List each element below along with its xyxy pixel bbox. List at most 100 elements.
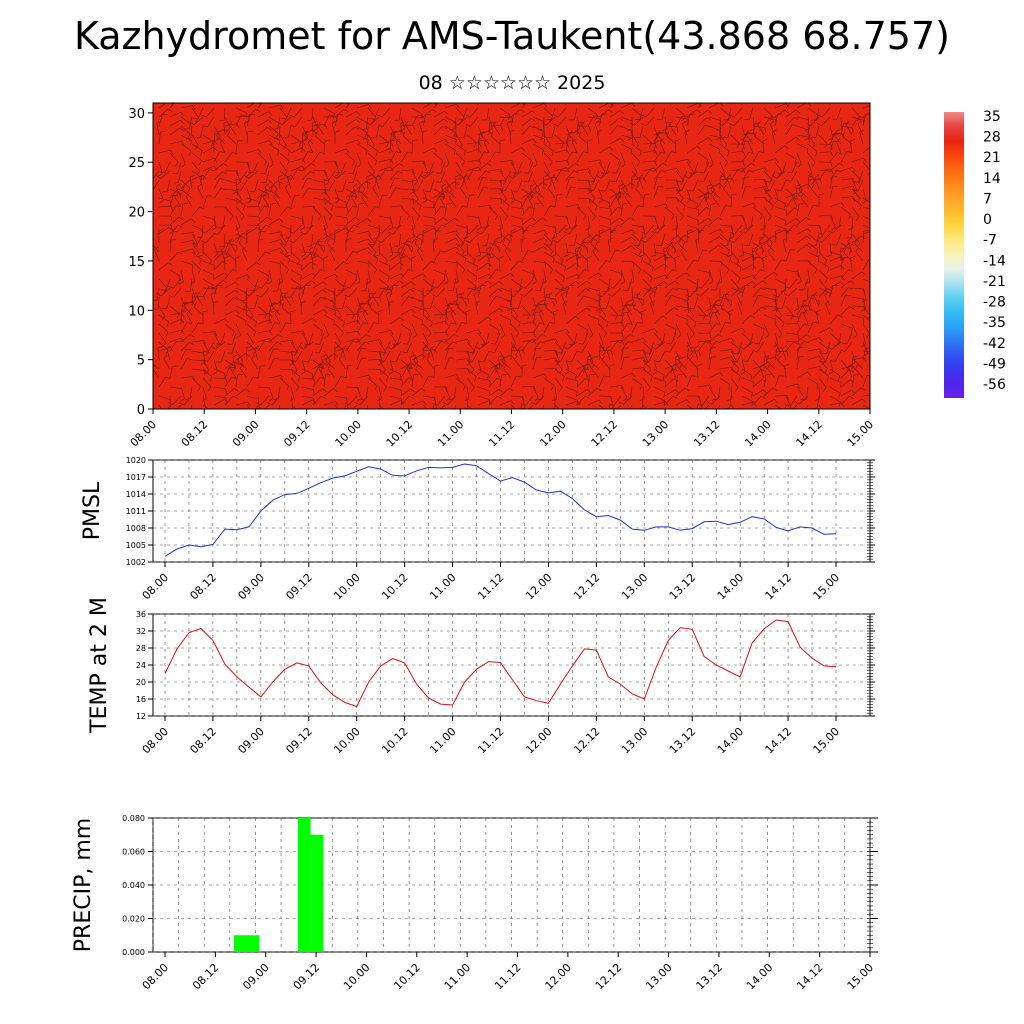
y-tick-label: 12	[136, 712, 146, 721]
y-tick-label: 1020	[126, 456, 146, 465]
temp-line	[164, 619, 837, 708]
colorbar-label: 35	[983, 109, 1001, 125]
precip-bar	[233, 935, 260, 952]
x-tick-label: 08.00	[128, 418, 159, 449]
y-tick-label: 1017	[126, 473, 146, 482]
x-tick-label: 08.12	[179, 418, 210, 449]
colorbar-label: -35	[983, 315, 1006, 331]
x-tick-label: 12.12	[593, 961, 624, 992]
y-tick-label: 15	[128, 255, 145, 270]
colorbar-label: 28	[983, 130, 1001, 146]
temp-ylabel: TEMP at 2 M	[87, 597, 112, 734]
x-tick-label: 12.12	[589, 418, 620, 449]
x-tick-label: 08.00	[140, 571, 171, 602]
colorbar-label: -7	[983, 233, 997, 249]
x-tick-label: 14.00	[715, 725, 746, 756]
x-tick-label: 13.00	[640, 418, 671, 449]
x-tick-label: 08.00	[140, 961, 171, 992]
x-tick-label: 09.12	[283, 725, 314, 756]
x-tick-label: 09.12	[281, 418, 312, 449]
y-tick-label: 32	[136, 627, 146, 636]
colorbar-label: -28	[983, 295, 1006, 311]
colorbar-label: 0	[983, 212, 992, 228]
y-tick-label: 0.000	[122, 948, 145, 957]
precip-grid	[152, 817, 871, 953]
x-tick-label: 12.12	[571, 725, 602, 756]
x-tick-label: 14.12	[794, 961, 825, 992]
precip-bar	[310, 834, 324, 952]
y-tick-label: 1011	[126, 507, 146, 516]
x-tick-label: 15.00	[811, 725, 842, 756]
y-tick-label: 16	[136, 695, 146, 704]
y-tick-label: 5	[137, 354, 145, 369]
x-tick-label: 13.12	[694, 961, 725, 992]
x-tick-label: 12.00	[523, 725, 554, 756]
y-tick-label: 25	[128, 156, 145, 171]
x-tick-label: 10.00	[333, 418, 364, 449]
x-tick-label: 09.12	[291, 961, 322, 992]
x-tick-label: 12.12	[571, 571, 602, 602]
colorbar-label: -49	[983, 356, 1006, 372]
x-tick-label: 15.00	[845, 418, 876, 449]
x-tick-label: 10.12	[379, 725, 410, 756]
x-tick-label: 10.00	[331, 725, 362, 756]
x-tick-label: 14.12	[763, 725, 794, 756]
x-tick-label: 08.12	[188, 571, 219, 602]
colorbar-label: -56	[983, 377, 1006, 393]
x-tick-label: 10.12	[384, 418, 415, 449]
x-tick-label: 11.00	[442, 961, 473, 992]
x-tick-label: 10.00	[341, 961, 372, 992]
colorbar-label: 21	[983, 150, 1001, 166]
y-tick-label: 30	[128, 107, 145, 122]
colorbar-label: 7	[983, 191, 992, 207]
y-tick-label: 1002	[126, 558, 146, 567]
precip-ylabel: PRECIP, mm	[71, 818, 96, 952]
x-tick-label: 09.00	[236, 571, 267, 602]
y-tick-label: 0.080	[122, 814, 145, 823]
wind-barbs	[153, 103, 870, 409]
colorbar-label: -14	[983, 253, 1006, 269]
x-tick-label: 13.12	[691, 418, 722, 449]
x-tick-label: 14.12	[763, 571, 794, 602]
x-tick-label: 09.00	[230, 418, 261, 449]
y-tick-label: 0.020	[122, 915, 145, 924]
x-tick-label: 11.12	[486, 418, 517, 449]
x-tick-label: 11.12	[475, 725, 506, 756]
y-tick-label: 1008	[126, 524, 146, 533]
x-tick-label: 10.00	[331, 571, 362, 602]
y-tick-label: 1005	[126, 541, 146, 550]
pmsl-ylabel: PMSL	[80, 481, 105, 540]
x-tick-label: 14.12	[793, 418, 824, 449]
x-tick-label: 13.00	[619, 571, 650, 602]
y-tick-label: 24	[136, 661, 146, 670]
y-tick-label: 0.040	[122, 881, 145, 890]
x-tick-label: 13.12	[667, 725, 698, 756]
y-tick-label: 1014	[126, 490, 146, 499]
y-tick-label: 36	[136, 610, 146, 619]
colorbar-label: -42	[983, 336, 1006, 352]
x-tick-label: 14.00	[744, 961, 775, 992]
x-tick-label: 11.00	[427, 571, 458, 602]
cross-section-field	[153, 103, 870, 409]
x-tick-label: 09.00	[236, 725, 267, 756]
colorbar-label: 14	[983, 171, 1001, 187]
x-tick-label: 08.00	[140, 725, 171, 756]
y-tick-label: 0.060	[122, 848, 145, 857]
chart-subtitle: 08 ☆☆☆☆☆☆ 2025	[418, 72, 606, 94]
y-tick-label: 10	[128, 304, 145, 319]
x-tick-label: 15.00	[845, 961, 876, 992]
x-tick-label: 10.12	[391, 961, 422, 992]
colorbar	[944, 112, 964, 398]
precip-bar	[297, 818, 311, 952]
y-tick-label: 20	[136, 678, 146, 687]
y-tick-label: 0	[137, 403, 145, 418]
x-tick-label: 15.00	[811, 571, 842, 602]
x-tick-label: 08.12	[190, 961, 221, 992]
x-tick-label: 13.12	[667, 571, 698, 602]
x-tick-label: 13.00	[643, 961, 674, 992]
x-tick-label: 12.00	[543, 961, 574, 992]
temp-grid	[153, 613, 870, 717]
x-tick-label: 11.12	[492, 961, 523, 992]
x-tick-label: 09.00	[240, 961, 271, 992]
